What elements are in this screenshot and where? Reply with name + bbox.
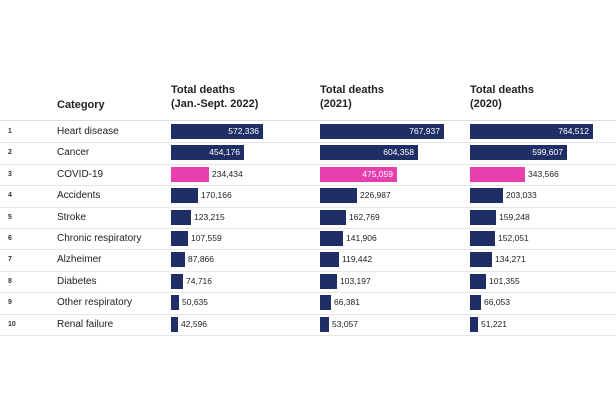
category-label: Heart disease — [57, 126, 119, 137]
rank-label: 8 — [8, 277, 12, 285]
category-label: Other respiratory — [57, 297, 133, 309]
bar-value-label: 66,053 — [484, 297, 510, 308]
rank-label: 7 — [8, 256, 12, 264]
bar — [171, 124, 263, 139]
bar — [320, 145, 418, 161]
row-divider — [0, 292, 616, 294]
bar-value-label: 123,215 — [194, 211, 225, 222]
bar — [470, 252, 492, 268]
bar-value-label: 101,355 — [489, 275, 520, 286]
bar — [320, 188, 357, 204]
bar — [171, 188, 198, 204]
bar — [470, 231, 495, 246]
bar — [470, 295, 481, 311]
bar-value-label: 50,635 — [182, 297, 208, 308]
bar-value-label: 475,059 — [362, 168, 393, 179]
rank-label: 10 — [8, 320, 16, 328]
bar-value-label: 343,566 — [528, 168, 559, 179]
row-divider — [0, 228, 616, 229]
bar-value-label: 103,197 — [340, 275, 371, 286]
bar — [470, 209, 496, 225]
bar — [470, 124, 593, 139]
bar-value-label: 572,336 — [228, 126, 259, 136]
bar-value-label: 764,512 — [558, 126, 589, 136]
bar-value-label: 42,596 — [181, 318, 207, 329]
bar — [320, 316, 329, 332]
bar — [320, 124, 444, 139]
category-label: COVID-19 — [57, 168, 104, 180]
bar-value-label: 226,987 — [360, 190, 391, 201]
bar-value-label: 152,051 — [498, 233, 529, 243]
bar — [470, 166, 525, 182]
row-divider — [0, 249, 616, 251]
bar — [320, 209, 346, 225]
bar-value-label: 604,358 — [383, 147, 414, 158]
bar-value-label: 767,937 — [409, 126, 440, 136]
bar — [470, 316, 478, 332]
bar-value-label: 234,434 — [212, 168, 243, 179]
category-label: Diabetes — [57, 275, 97, 287]
category-label: Cancer — [57, 147, 90, 159]
row-divider — [0, 142, 616, 144]
bar-value-label: 141,906 — [346, 233, 377, 243]
bar-value-label: 134,271 — [495, 254, 526, 265]
bar-value-label: 599,607 — [532, 147, 563, 158]
column-header-3-line2: (2020) — [470, 98, 502, 110]
bar — [320, 166, 397, 182]
bar — [171, 166, 209, 182]
category-label: Renal failure — [57, 318, 114, 330]
bar-value-label: 51,221 — [481, 318, 507, 329]
rank-label: 2 — [8, 149, 12, 157]
column-header-1-line1: Total deaths — [171, 84, 235, 96]
bar-value-label: 159,248 — [499, 211, 530, 222]
bar-value-label: 170,166 — [201, 190, 232, 201]
bar — [171, 252, 185, 268]
column-header-2-line1: Total deaths — [320, 84, 384, 96]
row-divider — [0, 185, 616, 187]
bar-value-label: 454,176 — [209, 147, 240, 158]
category-header: Category — [57, 99, 105, 111]
rank-label: 1 — [8, 128, 12, 135]
column-header-2-line2: (2021) — [320, 98, 352, 110]
bar — [320, 231, 343, 246]
category-label: Alzheimer — [57, 254, 102, 266]
bar-value-label: 162,769 — [349, 211, 380, 222]
bar-value-label: 87,866 — [188, 254, 214, 265]
bar-value-label: 107,559 — [191, 233, 222, 243]
category-label: Chronic respiratory — [57, 233, 142, 244]
bar — [320, 273, 337, 289]
bar — [171, 295, 179, 311]
rank-label: 3 — [8, 170, 12, 178]
chart-panel — [0, 68, 616, 344]
column-header-1-line2: (Jan.-Sept. 2022) — [171, 98, 259, 110]
header-divider — [0, 120, 616, 121]
bar — [171, 231, 188, 246]
bar-value-label: 74,716 — [186, 275, 212, 286]
bar-value-label: 53,057 — [332, 318, 358, 329]
bar-value-label: 119,442 — [342, 254, 373, 265]
row-divider — [0, 270, 616, 272]
bar — [171, 209, 191, 225]
rank-label: 5 — [8, 213, 12, 221]
row-divider — [0, 313, 616, 315]
bar — [171, 316, 178, 332]
bar — [470, 273, 486, 289]
bar — [320, 252, 339, 268]
bar — [171, 273, 183, 289]
rank-label: 6 — [8, 235, 12, 242]
bar — [470, 188, 503, 204]
row-divider — [0, 206, 616, 208]
bar-value-label: 203,033 — [506, 190, 537, 201]
bar-value-label: 66,381 — [334, 297, 360, 308]
bar — [171, 145, 244, 161]
category-label: Stroke — [57, 211, 86, 223]
rank-label: 9 — [8, 299, 12, 307]
bar — [320, 295, 331, 311]
column-header-3-line1: Total deaths — [470, 84, 534, 96]
row-divider — [0, 163, 616, 165]
bar — [470, 145, 567, 161]
rank-label: 4 — [8, 192, 12, 200]
category-label: Accidents — [57, 190, 101, 202]
row-divider — [0, 335, 616, 336]
